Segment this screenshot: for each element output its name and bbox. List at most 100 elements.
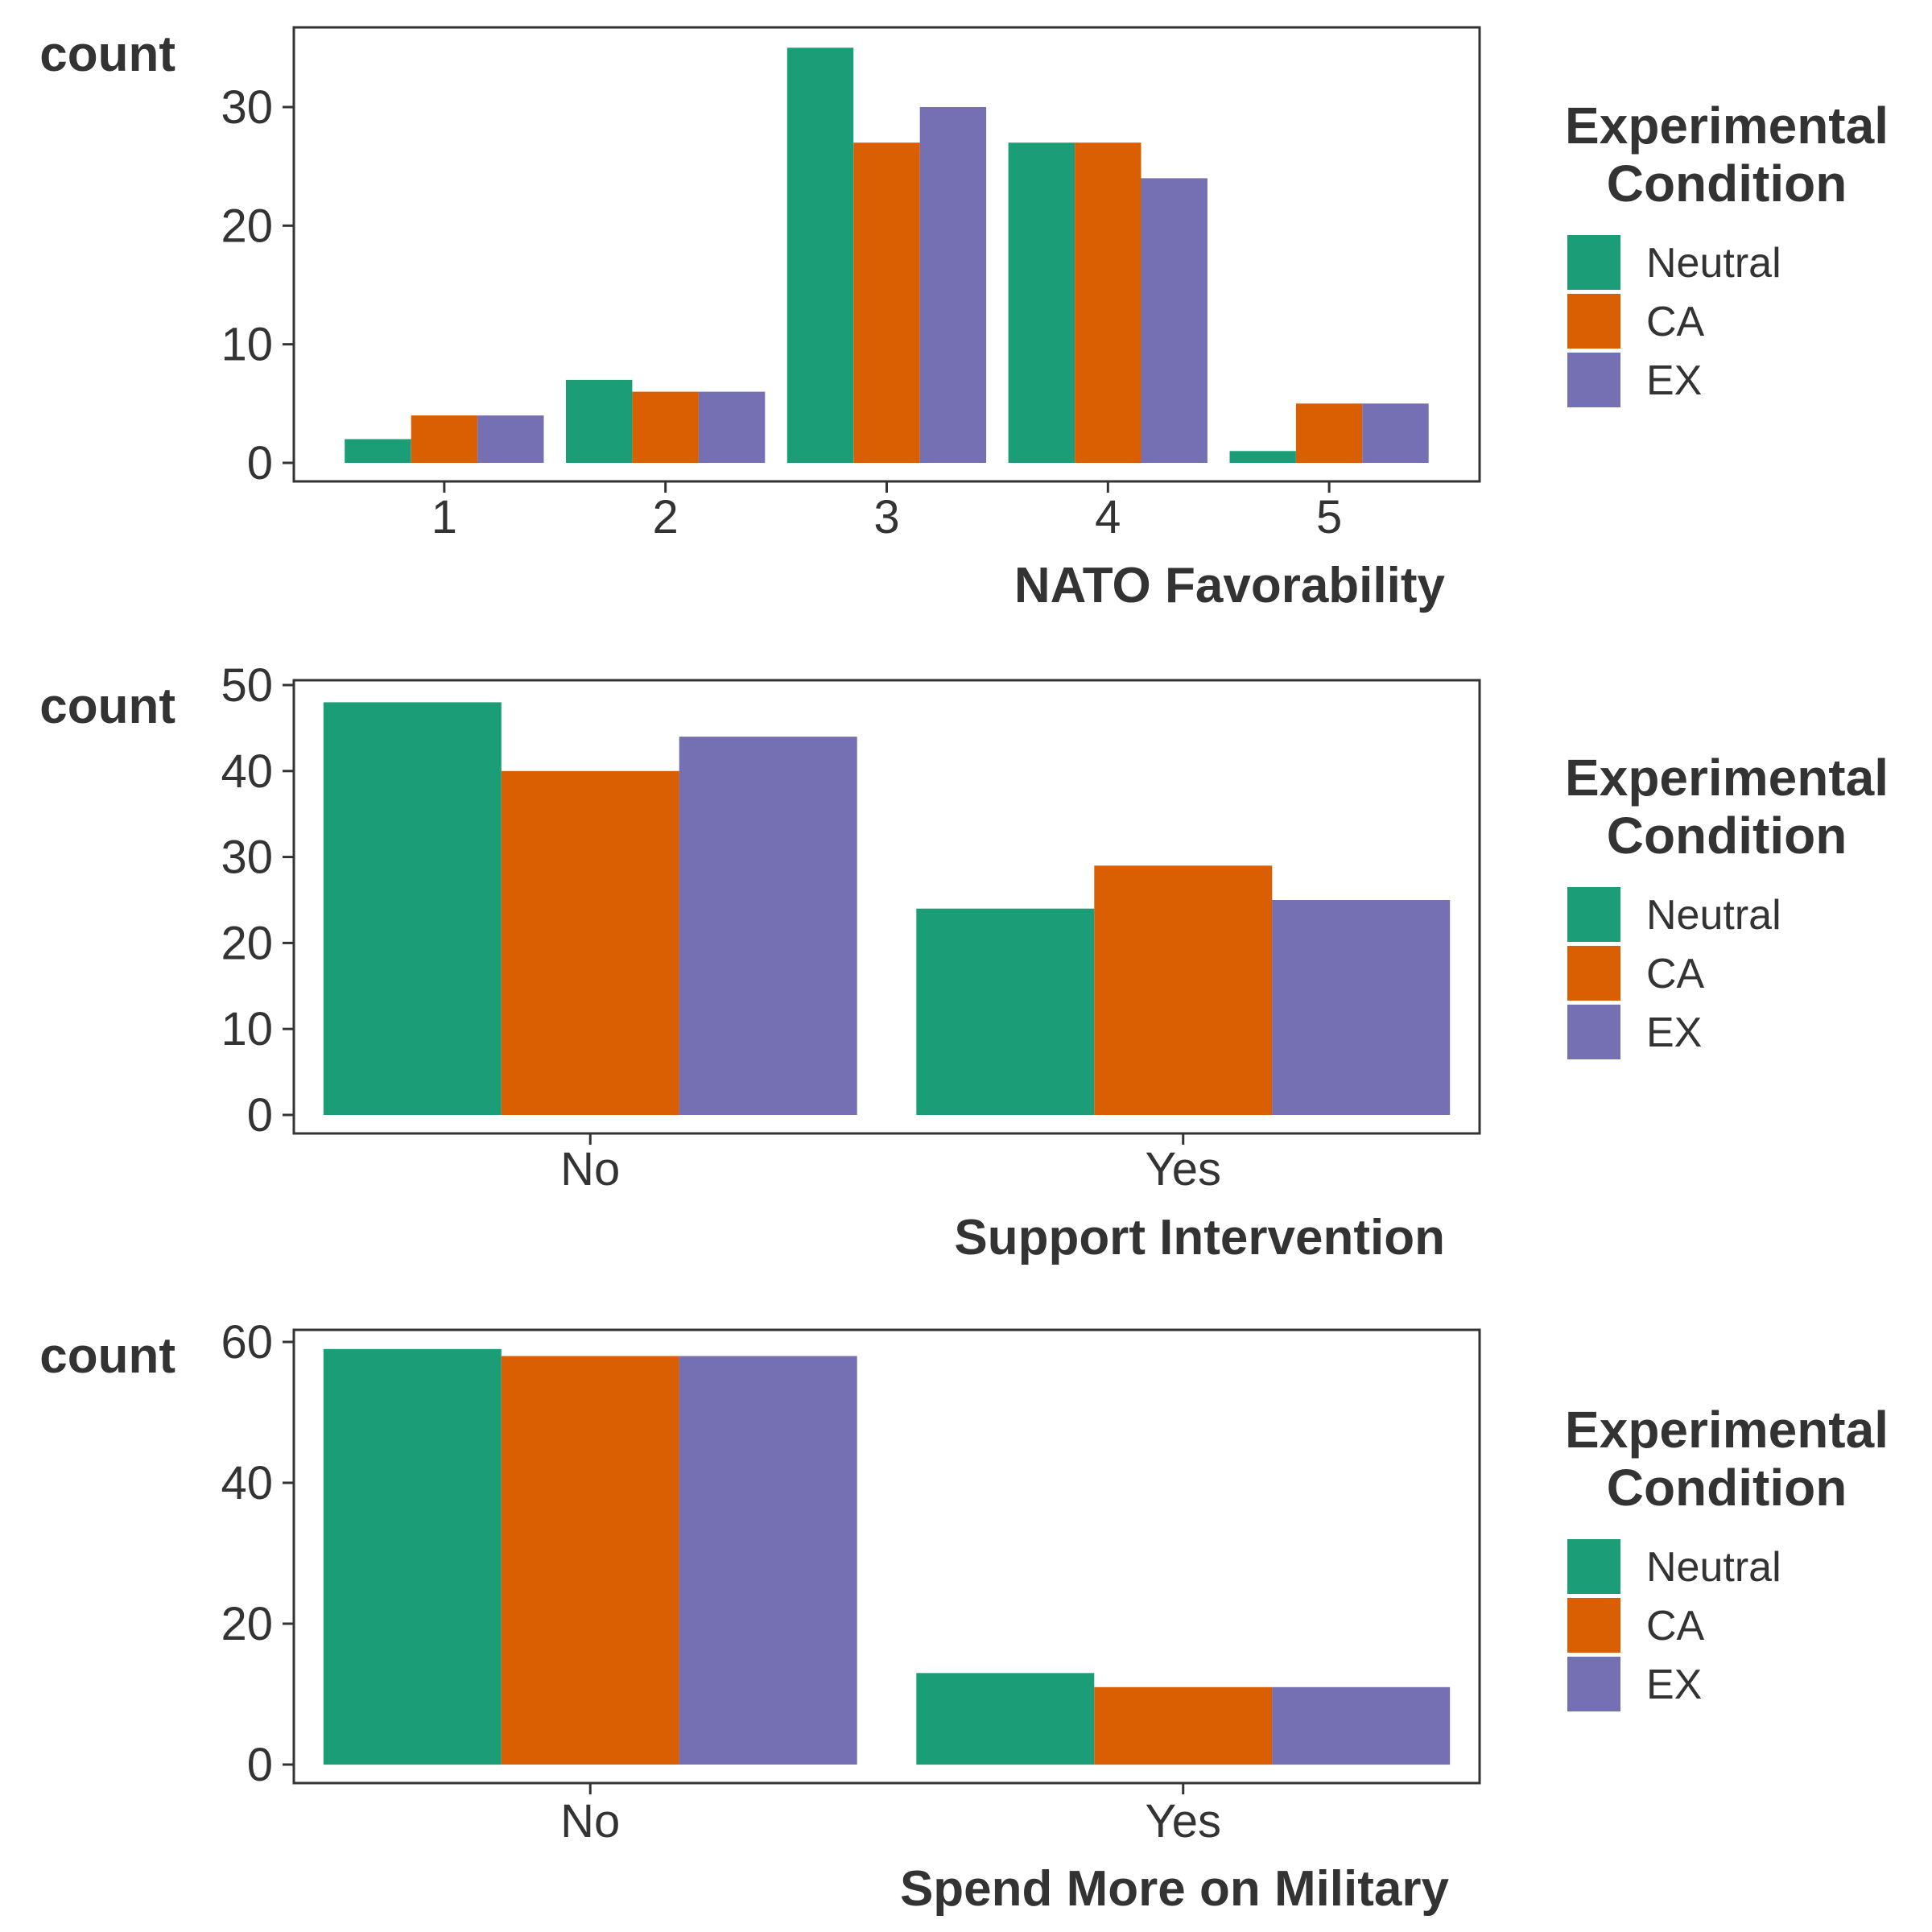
bar-ex-no xyxy=(679,1356,857,1765)
bar-ca-yes xyxy=(1094,865,1273,1115)
y-axis-title: count xyxy=(39,27,175,82)
y-tick-label: 10 xyxy=(221,319,273,371)
legend-key-neutral xyxy=(1567,1539,1620,1594)
bar-ex-4 xyxy=(1141,178,1208,463)
x-tick-label: 2 xyxy=(653,491,679,543)
x-tick-label: 4 xyxy=(1095,491,1121,543)
legend-label: CA xyxy=(1646,299,1705,345)
y-axis-title: count xyxy=(39,679,175,734)
legend-item-ca: CA xyxy=(1567,946,1705,1001)
bar-ca-yes xyxy=(1094,1686,1273,1765)
legend-key-ex xyxy=(1567,353,1620,407)
legend-item-ex: EX xyxy=(1567,1005,1702,1059)
legend-item-ca: CA xyxy=(1567,294,1705,349)
legend-item-ex: EX xyxy=(1567,353,1702,407)
bar-ca-4 xyxy=(1075,142,1141,463)
y-tick-label: 20 xyxy=(221,917,273,969)
chart-panel-1: 0 10 20 30 1 2 3 4 5 count NATO Favorability Experi… xyxy=(39,26,1889,613)
bars xyxy=(345,47,1429,464)
legend-item-neutral: Neutral xyxy=(1567,1539,1781,1594)
x-tick-label: 3 xyxy=(873,491,899,543)
chart-panel-3: 0 20 40 60 No Yes count Spend More on Military E… xyxy=(39,1316,1889,1917)
series-ca xyxy=(501,770,1273,1115)
x-axis-title: Support Intervention xyxy=(954,1210,1445,1265)
series-neutral xyxy=(323,1348,1095,1765)
bar-ex-5 xyxy=(1362,403,1429,463)
y-tick-label: 10 xyxy=(221,1003,273,1055)
x-axis: No Yes xyxy=(560,1783,1221,1847)
legend-title: Condition xyxy=(1607,155,1847,213)
bar-neutral-1 xyxy=(345,439,411,463)
y-axis: 0 10 20 30 40 50 xyxy=(221,659,294,1141)
y-tick-label: 30 xyxy=(221,81,273,134)
legend-key-neutral xyxy=(1567,235,1620,290)
series-ca xyxy=(501,1356,1273,1765)
bar-ex-yes xyxy=(1272,1686,1451,1765)
legend-label: Neutral xyxy=(1646,1544,1781,1591)
y-tick-label: 60 xyxy=(221,1316,273,1368)
legend-key-ex xyxy=(1567,1005,1620,1059)
y-axis-title: count xyxy=(39,1328,175,1384)
legend-key-ca xyxy=(1567,1598,1620,1653)
legend-item-neutral: Neutral xyxy=(1567,887,1781,942)
legend-label: CA xyxy=(1646,951,1705,997)
bar-neutral-4 xyxy=(1008,142,1075,463)
legend-title: Condition xyxy=(1607,807,1847,865)
y-tick-label: 20 xyxy=(221,200,273,252)
bar-neutral-yes xyxy=(916,908,1095,1115)
bar-ca-no xyxy=(501,770,679,1115)
y-axis: 0 10 20 30 xyxy=(221,81,294,489)
bar-ex-2 xyxy=(698,391,766,463)
bar-neutral-3 xyxy=(786,47,854,464)
series-ex xyxy=(679,737,1451,1115)
x-axis-title: Spend More on Military xyxy=(900,1861,1450,1917)
bar-ex-3 xyxy=(919,107,987,463)
legend-title: Experimental xyxy=(1565,749,1889,807)
x-tick-label: Yes xyxy=(1145,1143,1221,1195)
legend-label: Neutral xyxy=(1646,240,1781,287)
y-axis: 0 20 40 60 xyxy=(221,1316,294,1791)
legend-title: Condition xyxy=(1607,1459,1847,1517)
legend-label: CA xyxy=(1646,1603,1705,1649)
bar-neutral-5 xyxy=(1229,451,1296,463)
y-tick-label: 40 xyxy=(221,745,273,798)
legend-title: Experimental xyxy=(1565,1401,1889,1459)
series-ex xyxy=(679,1356,1451,1765)
bar-ca-5 xyxy=(1295,403,1363,463)
y-tick-label: 20 xyxy=(221,1598,273,1650)
legend-key-ca xyxy=(1567,294,1620,349)
legend-label: EX xyxy=(1646,1009,1702,1056)
x-axis-title: NATO Favorability xyxy=(1014,558,1446,613)
legend-label: EX xyxy=(1646,357,1702,404)
series-ca xyxy=(411,142,1363,463)
x-tick-label: 5 xyxy=(1316,491,1342,543)
panel-border xyxy=(292,679,1481,1135)
legend-item-ca: CA xyxy=(1567,1598,1705,1653)
bar-ca-2 xyxy=(632,391,699,463)
legend-key-ex xyxy=(1567,1657,1620,1711)
legend-key-neutral xyxy=(1567,887,1620,942)
bars xyxy=(323,702,1451,1115)
bar-neutral-2 xyxy=(566,379,633,463)
bar-neutral-no xyxy=(323,702,502,1115)
x-tick-label: No xyxy=(560,1143,620,1195)
series-ex xyxy=(477,107,1429,463)
legend-title: Experimental xyxy=(1565,97,1889,155)
x-tick-label: No xyxy=(560,1795,620,1847)
y-tick-label: 40 xyxy=(221,1457,273,1509)
x-axis: 1 2 3 4 5 xyxy=(431,481,1342,543)
legend-key-ca xyxy=(1567,946,1620,1001)
legend-item-ex: EX xyxy=(1567,1657,1702,1711)
bar-neutral-no xyxy=(323,1348,502,1765)
y-tick-label: 30 xyxy=(221,832,273,884)
series-neutral xyxy=(345,47,1296,464)
x-tick-label: Yes xyxy=(1145,1795,1221,1847)
panel-border xyxy=(292,1328,1481,1785)
y-tick-label: 0 xyxy=(247,1089,273,1141)
bar-ex-no xyxy=(679,737,857,1115)
legend-label: Neutral xyxy=(1646,892,1781,939)
